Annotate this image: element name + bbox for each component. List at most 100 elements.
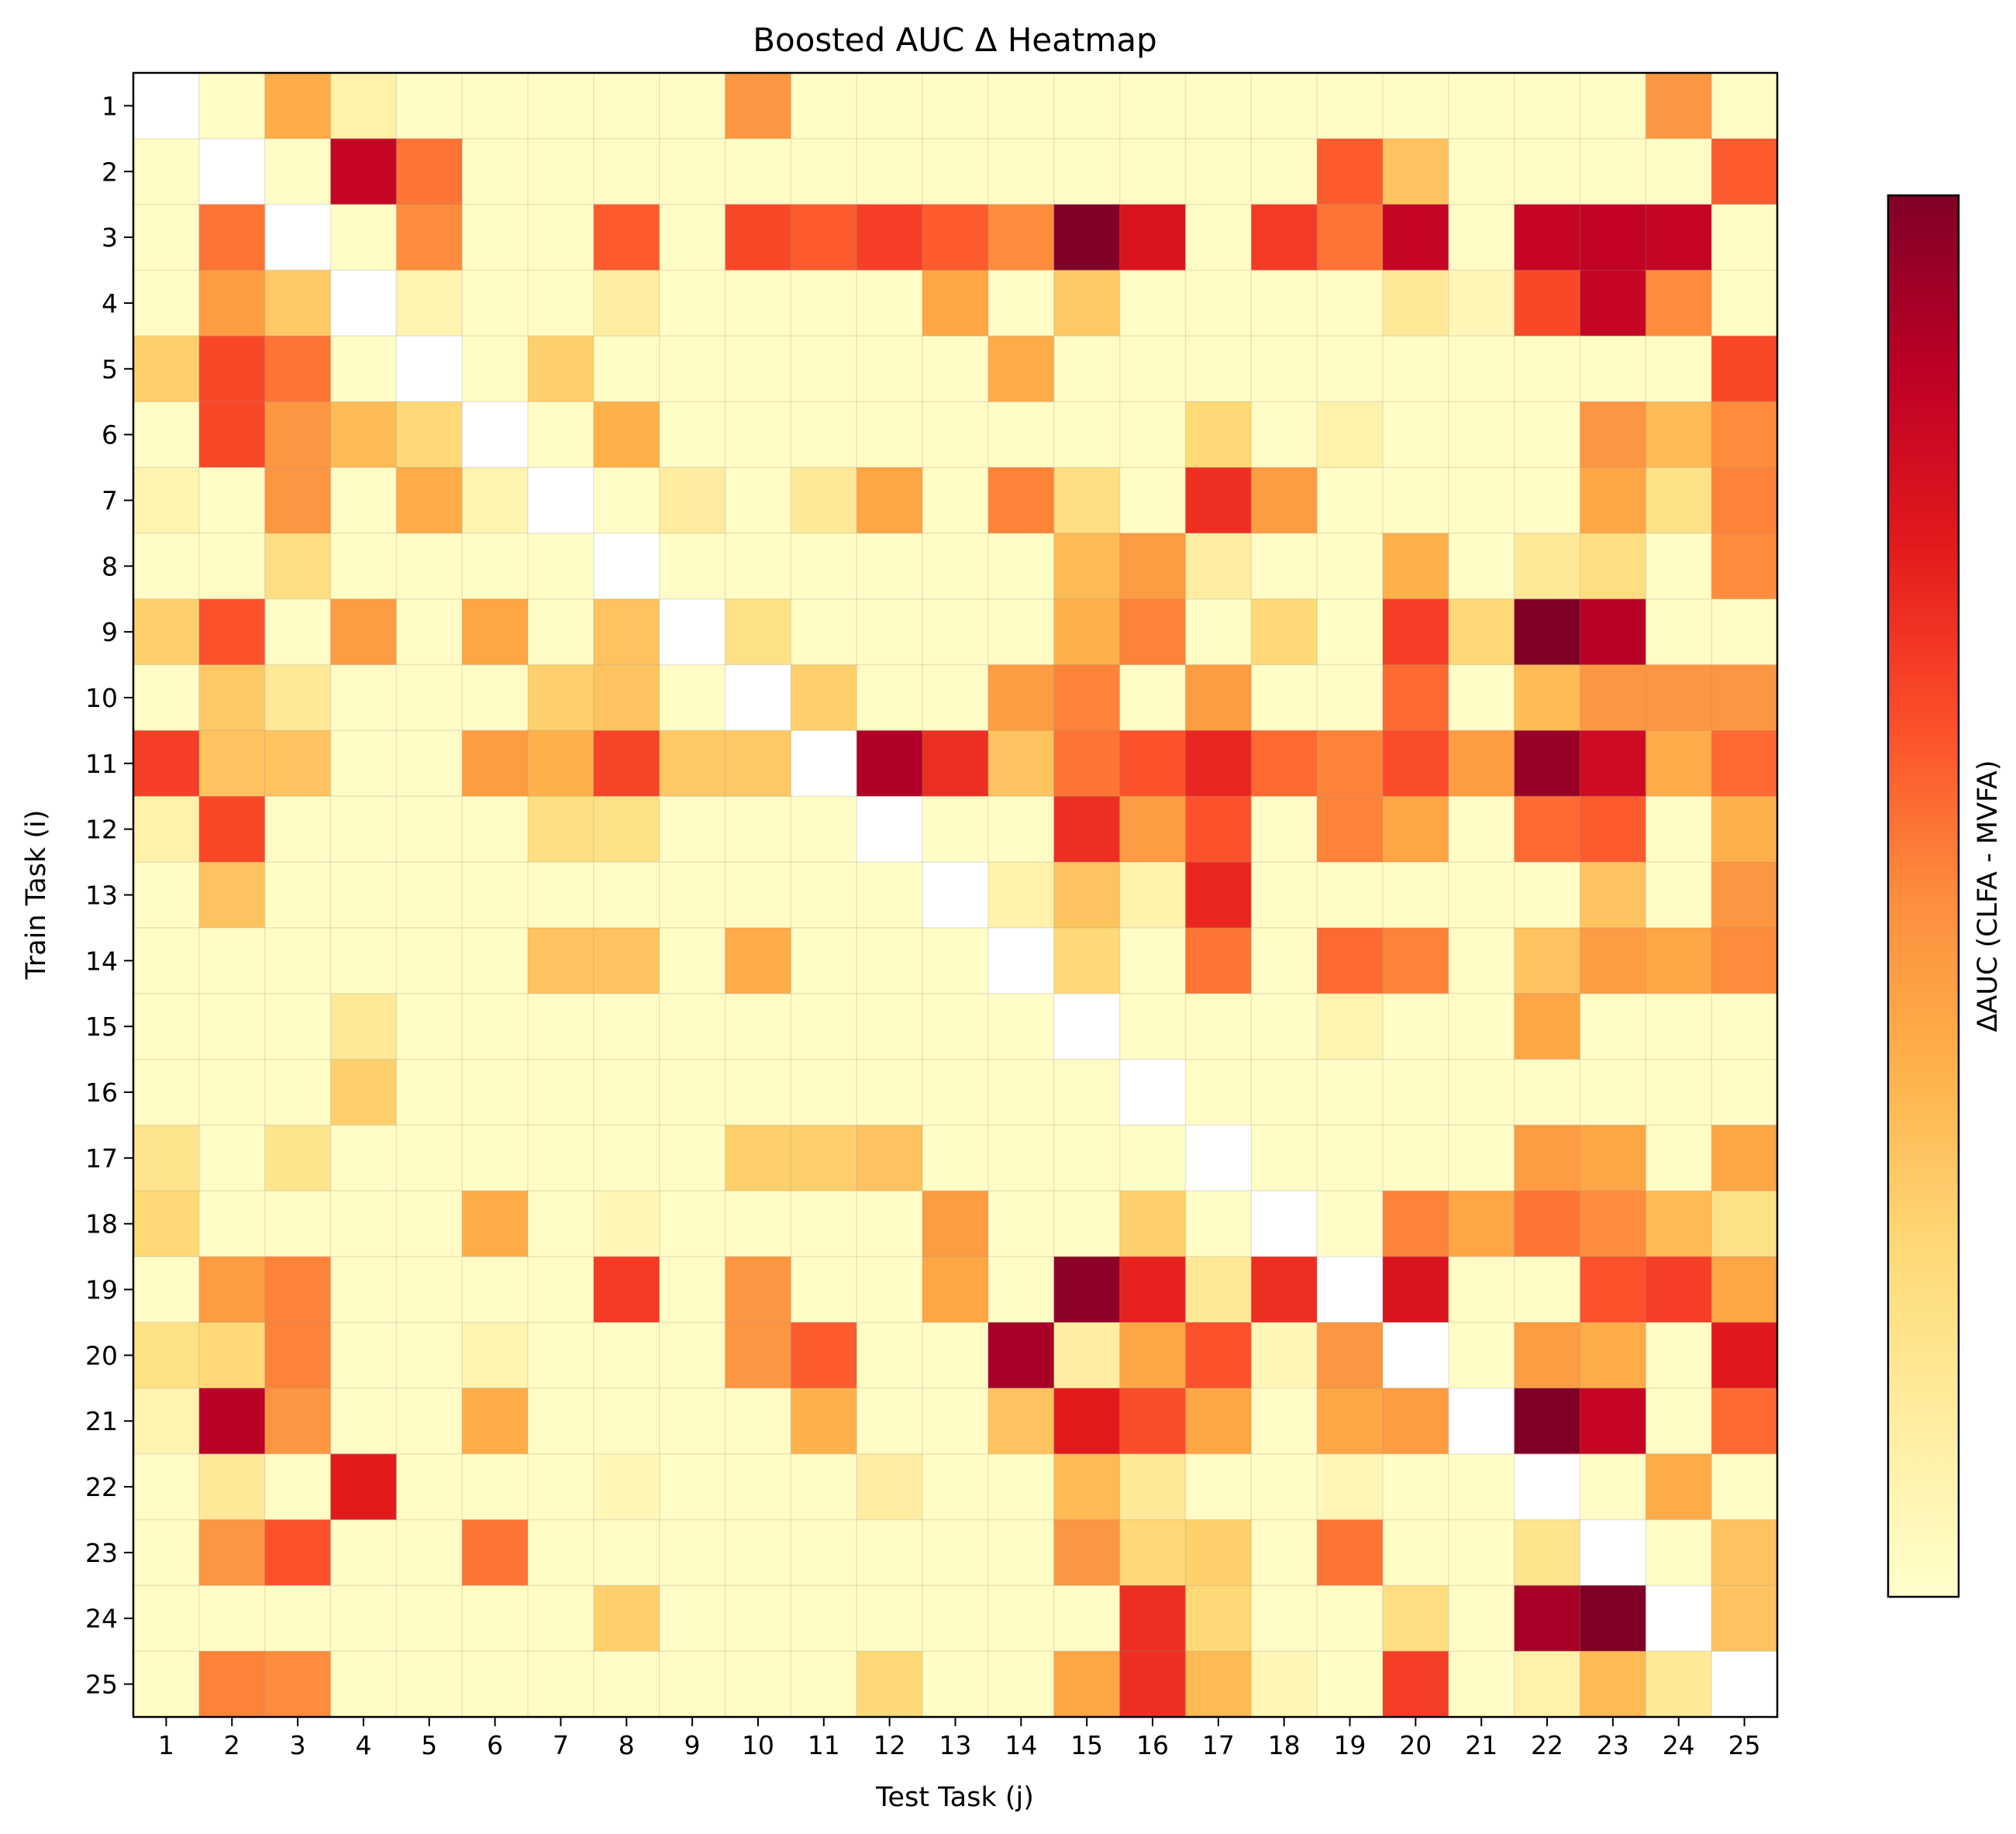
heatmap-cell-10-6 <box>462 664 529 731</box>
heatmap-cell-3-4 <box>330 204 397 271</box>
heatmap-cell-4-4 <box>330 270 397 336</box>
heatmap-cell-19-18 <box>1251 1257 1318 1323</box>
heatmap-cell-17-20 <box>1382 1125 1449 1191</box>
heatmap-cell-17-23 <box>1580 1125 1646 1191</box>
heatmap-cell-3-21 <box>1448 204 1515 271</box>
heatmap-cell-5-8 <box>593 336 660 402</box>
heatmap-cell-14-4 <box>330 927 397 995</box>
heatmap-cell-21-18 <box>1251 1388 1318 1455</box>
heatmap-cell-17-25 <box>1711 1125 1778 1191</box>
heatmap-cell-22-4 <box>330 1453 397 1521</box>
heatmap-cell-4-25 <box>1711 270 1778 336</box>
heatmap-cell-13-9 <box>659 862 726 929</box>
heatmap-cell-11-9 <box>659 730 726 797</box>
heatmap-cell-18-18 <box>1251 1191 1318 1257</box>
heatmap-cell-16-19 <box>1317 1059 1384 1126</box>
x-tick-label: 8 <box>619 1730 635 1760</box>
heatmap-cell-8-2 <box>198 533 266 600</box>
heatmap-cell-12-6 <box>462 796 529 863</box>
heatmap-cell-13-21 <box>1448 862 1515 929</box>
heatmap-cell-22-3 <box>264 1453 332 1521</box>
heatmap-cell-25-11 <box>791 1651 857 1718</box>
heatmap-cell-15-10 <box>725 993 791 1060</box>
heatmap-cell-23-13 <box>922 1519 989 1586</box>
heatmap-cell-22-17 <box>1185 1453 1252 1521</box>
heatmap-cell-13-6 <box>462 862 529 929</box>
heatmap-cell-6-1 <box>133 402 200 468</box>
y-tick-label: 6 <box>102 420 118 450</box>
heatmap-cell-10-1 <box>133 664 200 731</box>
heatmap-cell-13-13 <box>922 862 989 929</box>
heatmap-cell-22-10 <box>725 1453 791 1521</box>
heatmap-cell-13-8 <box>593 862 660 929</box>
heatmap-cell-19-21 <box>1448 1257 1515 1323</box>
heatmap-cell-18-8 <box>593 1191 660 1257</box>
heatmap-cell-3-13 <box>922 204 989 271</box>
heatmap-cell-21-23 <box>1580 1388 1646 1455</box>
heatmap-cell-1-17 <box>1185 73 1252 140</box>
heatmap-cell-20-4 <box>330 1322 397 1389</box>
heatmap-cell-11-15 <box>1053 730 1121 797</box>
heatmap-cell-5-12 <box>856 336 923 402</box>
heatmap-cell-17-14 <box>987 1125 1055 1191</box>
heatmap-cell-25-25 <box>1711 1651 1778 1718</box>
heatmap-cell-1-12 <box>856 73 923 140</box>
heatmap-cell-24-18 <box>1251 1585 1318 1652</box>
heatmap-cell-5-16 <box>1119 336 1187 402</box>
heatmap-cell-17-10 <box>725 1125 791 1191</box>
heatmap-cell-3-25 <box>1711 204 1778 271</box>
heatmap-cell-24-2 <box>198 1585 266 1652</box>
heatmap-cell-1-6 <box>462 73 529 140</box>
heatmap-cell-16-23 <box>1580 1059 1646 1126</box>
heatmap-cell-8-22 <box>1514 533 1581 600</box>
x-axis-label: Test Task (j) <box>875 1782 1034 1813</box>
heatmap-cell-8-11 <box>791 533 857 600</box>
heatmap-cell-5-3 <box>264 336 332 402</box>
heatmap-cell-22-15 <box>1053 1453 1121 1521</box>
heatmap-cell-22-25 <box>1711 1453 1778 1521</box>
heatmap-cell-7-10 <box>725 467 791 534</box>
heatmap-cell-20-19 <box>1317 1322 1384 1389</box>
heatmap-cell-1-20 <box>1382 73 1449 140</box>
heatmap-cell-5-7 <box>528 336 594 402</box>
heatmap-cell-19-2 <box>198 1257 266 1323</box>
heatmap-cell-8-5 <box>396 533 463 600</box>
heatmap-cell-14-25 <box>1711 927 1778 995</box>
heatmap-cell-11-8 <box>593 730 660 797</box>
heatmap-cell-25-24 <box>1646 1651 1712 1718</box>
y-tick-label: 11 <box>85 749 118 779</box>
heatmap-cell-18-19 <box>1317 1191 1384 1257</box>
heatmap-cell-2-20 <box>1382 138 1449 205</box>
heatmap-cell-17-21 <box>1448 1125 1515 1191</box>
heatmap-cell-12-13 <box>922 796 989 863</box>
heatmap-cell-22-11 <box>791 1453 857 1521</box>
heatmap-cell-23-21 <box>1448 1519 1515 1586</box>
y-tick-label: 18 <box>85 1209 118 1239</box>
heatmap-cell-24-12 <box>856 1585 923 1652</box>
heatmap-cell-2-19 <box>1317 138 1384 205</box>
heatmap-cell-18-23 <box>1580 1191 1646 1257</box>
heatmap-cell-9-2 <box>198 598 266 666</box>
heatmap-cell-18-5 <box>396 1191 463 1257</box>
heatmap-cell-23-24 <box>1646 1519 1712 1586</box>
heatmap-cell-4-15 <box>1053 270 1121 336</box>
heatmap-cell-9-7 <box>528 598 594 666</box>
heatmap-cell-1-1 <box>133 73 200 140</box>
heatmap-cell-23-23 <box>1580 1519 1646 1586</box>
x-tick-label: 7 <box>553 1730 569 1760</box>
heatmap-cell-19-20 <box>1382 1257 1449 1323</box>
heatmap-cell-10-21 <box>1448 664 1515 731</box>
heatmap-cell-15-12 <box>856 993 923 1060</box>
heatmap-cell-4-13 <box>922 270 989 336</box>
x-tick-label: 16 <box>1136 1730 1169 1760</box>
heatmap-cell-6-3 <box>264 402 332 468</box>
heatmap-cell-15-3 <box>264 993 332 1060</box>
heatmap-cell-10-10 <box>725 664 791 731</box>
heatmap-cell-14-3 <box>264 927 332 995</box>
y-tick-label: 14 <box>85 946 118 976</box>
heatmap-cell-11-19 <box>1317 730 1384 797</box>
heatmap-cell-12-14 <box>987 796 1055 863</box>
heatmap-cell-10-17 <box>1185 664 1252 731</box>
heatmap-cell-21-2 <box>198 1388 266 1455</box>
heatmap-cell-3-22 <box>1514 204 1581 271</box>
